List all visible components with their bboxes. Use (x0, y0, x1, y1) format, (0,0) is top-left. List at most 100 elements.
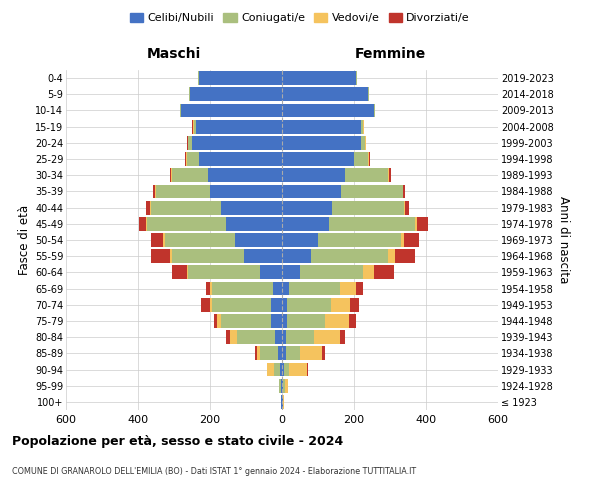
Bar (300, 266, 363, 280)
Bar (147, 217, 226, 230)
Bar (388, 250, 395, 263)
Bar (340, 282, 356, 296)
Bar (283, 379, 284, 392)
Bar (286, 346, 300, 360)
Bar (188, 136, 192, 149)
Bar (201, 298, 210, 312)
Bar (271, 298, 282, 312)
Bar (363, 266, 374, 280)
Bar (146, 200, 150, 214)
Bar (146, 217, 147, 230)
Bar (307, 362, 308, 376)
Bar (192, 136, 282, 149)
Bar (210, 184, 282, 198)
Bar (282, 168, 345, 182)
Bar (341, 184, 403, 198)
Bar (217, 314, 221, 328)
Bar (282, 282, 289, 296)
Bar (170, 168, 172, 182)
Bar (186, 152, 187, 166)
Bar (415, 217, 417, 230)
Bar (139, 217, 146, 230)
Bar (199, 71, 282, 85)
Bar (282, 330, 286, 344)
Bar (314, 330, 340, 344)
Text: Popolazione per età, sesso e stato civile - 2024: Popolazione per età, sesso e stato civil… (12, 435, 343, 448)
Bar (273, 282, 282, 296)
Bar (404, 200, 405, 214)
Bar (287, 314, 325, 328)
Bar (221, 200, 282, 214)
Bar (282, 152, 354, 166)
Bar (329, 217, 415, 230)
Bar (208, 168, 282, 182)
Bar (181, 104, 282, 118)
Text: COMUNE DI GRANAROLO DELL'EMILIA (BO) - Dati ISTAT 1° gennaio 2024 - Elaborazione: COMUNE DI GRANAROLO DELL'EMILIA (BO) - D… (12, 468, 416, 476)
Bar (340, 330, 345, 344)
Bar (206, 282, 210, 296)
Legend: Celibi/Nubili, Coniugati/e, Vedovi/e, Divorziati/e: Celibi/Nubili, Coniugati/e, Vedovi/e, Di… (125, 8, 475, 28)
Bar (199, 152, 282, 166)
Bar (282, 200, 332, 214)
Bar (322, 346, 325, 360)
Bar (289, 362, 307, 376)
Bar (275, 330, 282, 344)
Bar (257, 346, 260, 360)
Bar (318, 233, 401, 247)
Bar (156, 184, 210, 198)
Bar (280, 379, 281, 392)
Y-axis label: Fasce di età: Fasce di età (17, 205, 31, 275)
Bar (354, 152, 368, 166)
Bar (282, 395, 283, 409)
Bar (214, 314, 217, 328)
Bar (284, 379, 288, 392)
Bar (274, 362, 280, 376)
Bar (279, 379, 280, 392)
Bar (282, 184, 341, 198)
Bar (255, 346, 257, 360)
Bar (404, 233, 419, 247)
Bar (350, 298, 359, 312)
Bar (282, 362, 284, 376)
Bar (282, 217, 329, 230)
Bar (221, 314, 271, 328)
Bar (287, 298, 331, 312)
Bar (286, 330, 314, 344)
Bar (194, 120, 196, 134)
Bar (226, 330, 230, 344)
Bar (260, 346, 278, 360)
Bar (332, 200, 404, 214)
Bar (369, 152, 370, 166)
Bar (282, 379, 283, 392)
Bar (283, 395, 284, 409)
Bar (230, 330, 237, 344)
Bar (172, 168, 208, 182)
Bar (190, 88, 282, 101)
Bar (237, 330, 275, 344)
Bar (210, 282, 212, 296)
Bar (388, 168, 389, 182)
Bar (280, 362, 282, 376)
Bar (278, 346, 282, 360)
Bar (196, 120, 282, 134)
Bar (151, 250, 170, 263)
Bar (260, 266, 282, 280)
Bar (282, 346, 286, 360)
Bar (395, 250, 415, 263)
Bar (361, 136, 365, 149)
Bar (170, 250, 172, 263)
Y-axis label: Anni di nascita: Anni di nascita (557, 196, 571, 284)
Bar (150, 200, 151, 214)
Bar (331, 298, 350, 312)
Bar (349, 314, 356, 328)
Bar (417, 217, 428, 230)
Bar (282, 314, 287, 328)
Bar (289, 282, 340, 296)
Bar (235, 233, 282, 247)
Bar (212, 282, 273, 296)
Bar (165, 233, 235, 247)
Bar (271, 314, 282, 328)
Bar (403, 184, 405, 198)
Bar (188, 266, 260, 280)
Bar (151, 200, 221, 214)
